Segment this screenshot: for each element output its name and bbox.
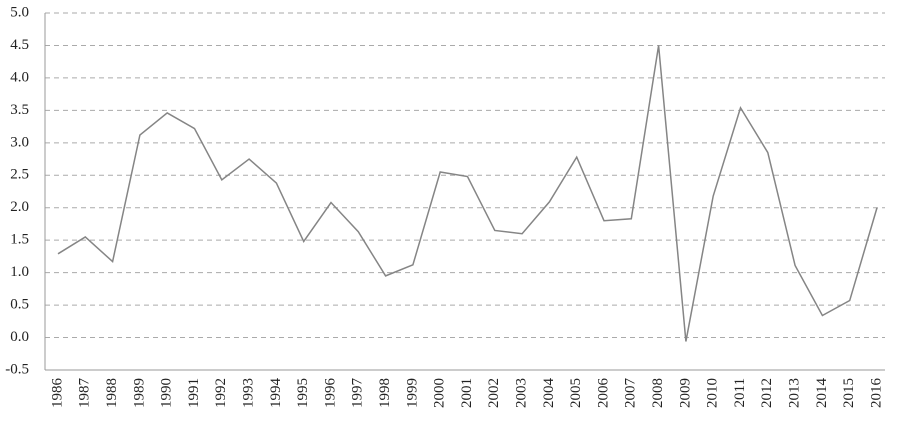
y-tick-label: 4.0 (10, 69, 29, 85)
y-tick-label: 5.0 (10, 4, 29, 20)
y-tick-label: 1.0 (10, 264, 29, 280)
x-tick-label: 2016 (868, 378, 884, 409)
x-tick-label: 2007 (623, 378, 639, 409)
x-tick-label: 2000 (432, 378, 448, 408)
x-tick-label: 2008 (650, 378, 666, 408)
y-tick-label: 1.5 (10, 232, 29, 248)
x-tick-label: 2003 (514, 378, 530, 408)
x-tick-label: 2006 (595, 378, 611, 409)
x-tick-label: 2014 (814, 378, 830, 409)
x-tick-label: 1991 (186, 378, 202, 408)
x-tick-label: 1992 (213, 378, 229, 408)
x-tick-label: 2011 (732, 378, 748, 407)
y-tick-label: 0.5 (10, 297, 29, 313)
x-tick-label: 2005 (568, 378, 584, 408)
x-tick-label: 1998 (377, 378, 393, 408)
y-tick-label: 2.5 (10, 167, 29, 183)
x-tick-label: 2015 (841, 378, 857, 408)
x-tick-label: 2012 (759, 378, 775, 408)
x-tick-label: 2009 (677, 378, 693, 408)
x-tick-label: 2004 (541, 378, 557, 409)
y-tick-label: 3.5 (10, 102, 29, 118)
x-tick-label: 2002 (486, 378, 502, 408)
x-tick-label: 2010 (705, 378, 721, 408)
x-tick-label: 2001 (459, 378, 475, 408)
x-tick-label: 1986 (49, 378, 65, 409)
y-tick-label: 0.0 (10, 329, 29, 345)
y-tick-label: 2.0 (10, 199, 29, 215)
y-tick-label: 3.0 (10, 134, 29, 150)
x-tick-label: 1990 (159, 378, 175, 408)
y-tick-label: -0.5 (5, 361, 29, 377)
x-tick-label: 1988 (104, 378, 120, 408)
data-line (57, 45, 878, 342)
x-tick-label: 1987 (77, 378, 93, 409)
x-tick-label: 1996 (322, 378, 338, 409)
x-tick-label: 2013 (787, 378, 803, 408)
y-tick-label: 4.5 (10, 37, 29, 53)
x-tick-label: 1994 (268, 378, 284, 409)
x-tick-label: 1989 (131, 378, 147, 408)
x-tick-label: 1993 (241, 378, 257, 408)
x-tick-label: 1995 (295, 378, 311, 408)
x-tick-label: 1999 (404, 378, 420, 408)
x-tick-label: 1997 (350, 378, 366, 409)
